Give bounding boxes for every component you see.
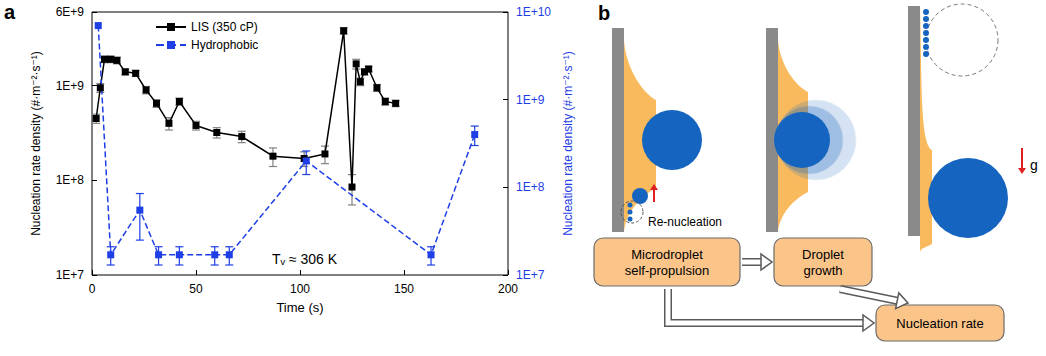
svg-text:g: g <box>1030 157 1038 173</box>
svg-text:a: a <box>4 1 16 23</box>
svg-text:150: 150 <box>394 282 414 296</box>
svg-text:1E+7: 1E+7 <box>516 268 545 282</box>
svg-text:0: 0 <box>89 282 96 296</box>
svg-text:self-propulsion: self-propulsion <box>625 263 710 278</box>
svg-text:1E+8: 1E+8 <box>56 173 85 187</box>
svg-text:100: 100 <box>290 282 310 296</box>
svg-text:200: 200 <box>498 282 518 296</box>
svg-text:Tᵥ ≈ 306 K: Tᵥ ≈ 306 K <box>272 251 338 267</box>
svg-text:Nucleation rate: Nucleation rate <box>896 316 983 331</box>
svg-text:6E+9: 6E+9 <box>56 5 85 19</box>
svg-text:Nucleation rate density (#·m⁻²: Nucleation rate density (#·m⁻²·s⁻¹) <box>561 51 575 236</box>
svg-text:Droplet: Droplet <box>802 247 844 262</box>
svg-text:50: 50 <box>189 282 203 296</box>
svg-text:Microdroplet: Microdroplet <box>631 247 703 262</box>
svg-text:Re-nucleation: Re-nucleation <box>648 215 722 229</box>
svg-text:Hydrophobic: Hydrophobic <box>191 38 258 52</box>
svg-text:Time (s): Time (s) <box>276 300 323 315</box>
svg-text:1E+10: 1E+10 <box>516 5 551 19</box>
svg-text:1E+8: 1E+8 <box>516 180 545 194</box>
svg-text:LIS (350 cP): LIS (350 cP) <box>191 20 258 34</box>
svg-text:growth: growth <box>803 263 842 278</box>
svg-text:1E+7: 1E+7 <box>56 268 85 282</box>
svg-text:1E+9: 1E+9 <box>56 79 85 93</box>
svg-text:Nucleation rate density (#·m⁻²: Nucleation rate density (#·m⁻²·s⁻¹) <box>29 51 43 236</box>
svg-text:1E+9: 1E+9 <box>516 93 545 107</box>
svg-text:b: b <box>598 2 610 24</box>
